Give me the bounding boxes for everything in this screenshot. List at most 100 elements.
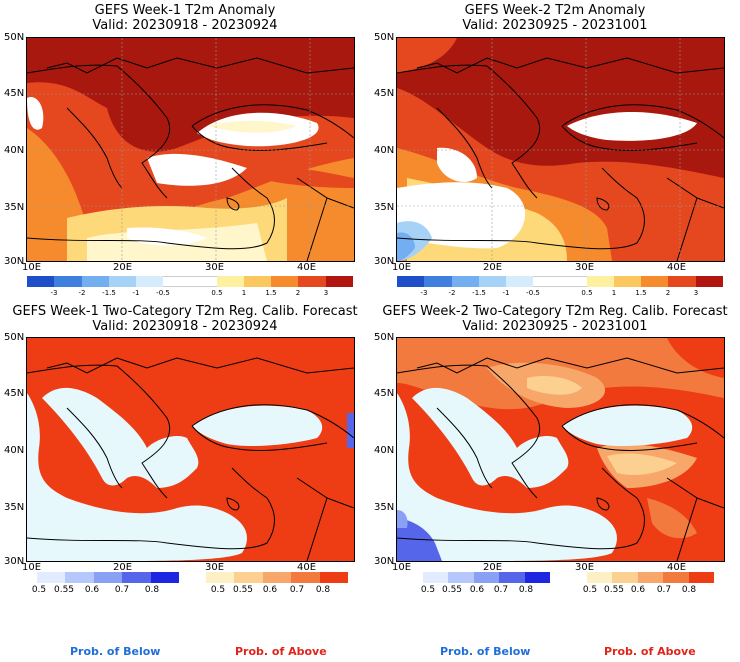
lon-label-40e: 40E — [297, 562, 317, 573]
prob-above-colorbar — [206, 572, 348, 583]
lat-label-35n: 35N — [374, 502, 395, 513]
colorbar-swatch — [151, 572, 179, 583]
colorbar-swatch — [163, 276, 190, 287]
colorbar-swatch — [587, 276, 614, 287]
lat-label-30n: 30N — [4, 556, 25, 567]
colorbar-tick: 1 — [241, 289, 247, 297]
colorbar-tick: 0.7 — [493, 585, 509, 595]
colorbar-tick: 2 — [665, 289, 671, 297]
colorbar-swatch — [448, 572, 474, 583]
colorbar-swatch — [452, 276, 479, 287]
colorbar-tick: 0.5 — [210, 585, 226, 595]
colorbar-swatch — [612, 572, 638, 583]
colorbar-swatch — [271, 276, 298, 287]
colorbar-swatch — [397, 276, 424, 287]
lat-label-50n: 50N — [374, 332, 395, 343]
lon-label-10e: 10E — [22, 262, 42, 273]
colorbar-tick: 0.6 — [630, 585, 646, 595]
lon-label-30e: 30E — [575, 562, 595, 573]
colorbar-tick: 0.55 — [53, 585, 75, 595]
lon-label-20e: 20E — [483, 262, 503, 273]
lon-label-20e: 20E — [483, 562, 503, 573]
colorbar-swatch — [499, 572, 525, 583]
lat-label-50n: 50N — [4, 32, 25, 43]
colorbar-swatch — [638, 572, 663, 583]
panel-title: GEFS Week-2 T2m Anomaly — [464, 3, 646, 18]
colorbar-swatch — [65, 572, 94, 583]
colorbar-swatch — [326, 276, 353, 287]
colorbar-swatch — [320, 572, 348, 583]
colorbar-tick: -1 — [502, 289, 510, 297]
colorbar-tick: 0.8 — [518, 585, 534, 595]
prob-above-colorbar — [587, 572, 714, 583]
lat-label-35n: 35N — [4, 202, 25, 213]
colorbar-swatch — [298, 276, 326, 287]
lat-label-40n: 40N — [4, 445, 25, 456]
colorbar-tick: 0.6 — [469, 585, 485, 595]
colorbar-tick: -0.5 — [526, 289, 540, 297]
lat-label-40n: 40N — [374, 145, 395, 156]
colorbar-tick: -1.5 — [472, 289, 486, 297]
colorbar-tick: 0.55 — [441, 585, 463, 595]
colorbar-swatch — [668, 276, 696, 287]
lon-label-40e: 40E — [297, 262, 317, 273]
colorbar-tick: -3 — [50, 289, 58, 297]
prob-below-label: Prob. of Below — [440, 645, 531, 658]
colorbar-tick: 0.5 — [211, 289, 223, 297]
colorbar-tick: 0.8 — [315, 585, 331, 595]
colorbar-swatch — [560, 276, 587, 287]
panel-valid-dates: Valid: 20230918 - 20230924 — [92, 319, 278, 334]
lat-label-45n: 45N — [374, 88, 395, 99]
probability-map — [396, 337, 725, 562]
lon-label-40e: 40E — [667, 262, 687, 273]
lat-label-30n: 30N — [374, 256, 395, 267]
lon-label-10e: 10E — [22, 562, 42, 573]
panel-valid-dates: Valid: 20230925 - 20231001 — [462, 319, 648, 334]
colorbar-tick: -1.5 — [102, 289, 116, 297]
panel-title: GEFS Week-1 Two-Category T2m Reg. Calib.… — [12, 304, 358, 319]
colorbar-tick: -3 — [420, 289, 428, 297]
colorbar-swatch — [27, 276, 54, 287]
colorbar-swatch — [479, 276, 506, 287]
colorbar-tick: 3 — [693, 289, 699, 297]
lon-label-30e: 30E — [575, 262, 595, 273]
colorbar-tick: 1 — [611, 289, 617, 297]
colorbar-tick: 0.5 — [582, 585, 598, 595]
anomaly-colorbar: -3 -2 -1.5 -1 -0.5 0.5 1 1.5 2 3 — [397, 276, 723, 300]
lat-label-35n: 35N — [4, 502, 25, 513]
colorbar-tick: -2 — [78, 289, 86, 297]
lat-label-40n: 40N — [4, 145, 25, 156]
prob-above-label: Prob. of Above — [604, 645, 696, 658]
colorbar-swatch — [263, 572, 291, 583]
colorbar-tick: 0.8 — [144, 585, 160, 595]
lon-label-20e: 20E — [113, 562, 133, 573]
colorbar-swatch — [423, 572, 448, 583]
prob-below-colorbar — [37, 572, 179, 583]
colorbar-tick: 0.5 — [581, 289, 593, 297]
colorbar-tick: -0.5 — [156, 289, 170, 297]
colorbar-swatch — [424, 276, 452, 287]
colorbar-tick: 2 — [295, 289, 301, 297]
anomaly-map — [396, 37, 725, 262]
colorbar-swatch — [234, 572, 263, 583]
colorbar-swatch — [533, 276, 560, 287]
colorbar-swatch — [506, 276, 533, 287]
colorbar-tick: 1.5 — [265, 289, 277, 297]
colorbar-swatch — [190, 276, 217, 287]
colorbar-swatch — [474, 572, 499, 583]
lat-label-50n: 50N — [4, 332, 25, 343]
lon-label-10e: 10E — [392, 262, 412, 273]
panel-week1-probability: GEFS Week-1 Two-Category T2m Reg. Calib.… — [0, 300, 370, 662]
panel-title: GEFS Week-2 Two-Category T2m Reg. Calib.… — [382, 304, 728, 319]
lon-label-30e: 30E — [205, 562, 225, 573]
lat-label-45n: 45N — [374, 388, 395, 399]
colorbar-tick: -1 — [132, 289, 140, 297]
colorbar-tick: 0.6 — [84, 585, 100, 595]
colorbar-tick: 3 — [323, 289, 329, 297]
colorbar-tick: 0.55 — [603, 585, 625, 595]
lon-label-20e: 20E — [113, 262, 133, 273]
probability-map — [26, 337, 355, 562]
colorbar-swatch — [689, 572, 714, 583]
lat-label-50n: 50N — [374, 32, 395, 43]
prob-below-label: Prob. of Below — [70, 645, 161, 658]
